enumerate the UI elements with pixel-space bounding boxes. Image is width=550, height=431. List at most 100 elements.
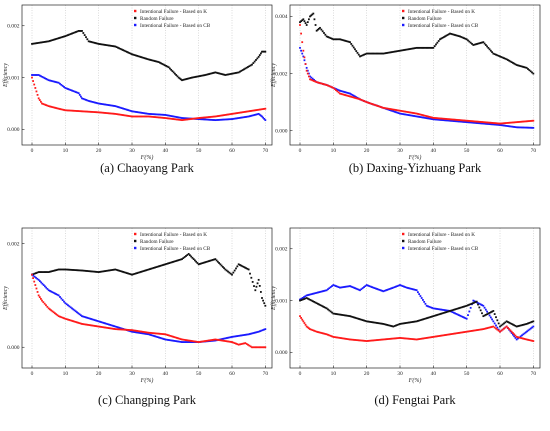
data-point	[46, 78, 49, 81]
data-point	[461, 119, 464, 122]
data-point	[197, 118, 200, 120]
legend-entry-k: Intentional Failure - Based on K	[140, 9, 207, 15]
data-point	[168, 117, 171, 120]
data-point	[522, 337, 524, 340]
data-point	[432, 335, 435, 338]
data-point	[518, 64, 521, 67]
data-point	[468, 121, 471, 124]
data-point	[304, 63, 307, 65]
data-point	[146, 331, 149, 334]
data-point	[243, 342, 245, 345]
data-point	[359, 55, 361, 58]
data-point	[405, 286, 408, 289]
data-point	[347, 92, 350, 95]
data-point	[140, 330, 142, 333]
data-point	[55, 313, 58, 316]
data-point	[110, 324, 113, 327]
data-point	[327, 308, 329, 311]
data-point	[258, 54, 261, 57]
data-point	[399, 337, 401, 339]
data-point	[237, 117, 240, 119]
data-point	[238, 111, 241, 114]
data-point	[257, 330, 260, 333]
data-point	[456, 34, 459, 37]
data-point	[40, 41, 42, 44]
data-point	[256, 57, 259, 60]
data-point	[86, 110, 89, 113]
data-point	[187, 341, 190, 343]
data-point	[119, 328, 122, 331]
data-point	[172, 339, 174, 342]
data-point	[361, 54, 364, 57]
data-point	[51, 80, 54, 83]
data-point	[69, 306, 72, 309]
data-point	[57, 81, 60, 84]
data-point	[384, 289, 387, 292]
data-point	[157, 61, 160, 63]
data-point	[214, 258, 217, 261]
data-point	[301, 41, 304, 44]
data-point	[50, 270, 53, 273]
data-point	[334, 313, 337, 315]
data-point	[409, 337, 412, 340]
data-point	[376, 288, 378, 290]
data-point	[389, 324, 392, 327]
data-point	[377, 52, 380, 55]
data-point	[178, 340, 181, 343]
data-point	[496, 319, 499, 322]
data-point	[175, 74, 178, 76]
data-point	[191, 76, 193, 79]
data-point	[241, 342, 244, 345]
data-point	[125, 328, 128, 331]
data-point	[515, 338, 518, 341]
data-point	[256, 331, 259, 333]
data-point	[163, 333, 165, 336]
data-point	[106, 112, 109, 115]
data-point	[447, 333, 450, 336]
data-point	[196, 75, 199, 78]
data-point	[118, 106, 121, 109]
data-point	[354, 96, 356, 99]
data-point	[314, 301, 317, 304]
data-point	[227, 73, 229, 76]
data-point	[379, 289, 382, 292]
data-point	[240, 264, 243, 267]
data-point	[497, 328, 500, 331]
data-point	[442, 334, 445, 337]
x-tick-label: 40	[163, 371, 169, 377]
data-point	[477, 329, 480, 331]
data-point	[173, 339, 176, 342]
x-tick-label: 50	[196, 371, 202, 377]
data-point	[463, 121, 466, 123]
data-point	[260, 108, 263, 111]
data-point	[457, 35, 460, 37]
data-point	[164, 338, 167, 341]
data-point	[43, 40, 46, 43]
data-point	[216, 72, 219, 74]
data-point	[528, 120, 531, 122]
data-point	[302, 55, 305, 58]
data-point	[95, 42, 98, 45]
data-point	[382, 338, 385, 341]
data-point	[201, 340, 204, 343]
data-point	[301, 19, 304, 22]
data-point	[122, 114, 124, 116]
data-point	[346, 314, 349, 317]
data-point	[191, 341, 194, 343]
data-point	[386, 107, 389, 110]
x-tick-label: 0	[31, 371, 34, 377]
data-point	[369, 285, 372, 288]
data-point	[384, 107, 387, 110]
data-point	[519, 126, 522, 129]
data-point	[413, 320, 416, 323]
data-point	[342, 337, 345, 340]
data-point	[455, 34, 458, 37]
data-point	[229, 113, 232, 115]
data-point	[419, 116, 422, 118]
data-point	[86, 323, 89, 326]
data-point	[166, 338, 169, 341]
data-point	[476, 122, 478, 124]
data-point	[33, 83, 36, 86]
data-point	[142, 56, 145, 59]
data-point	[529, 321, 532, 324]
